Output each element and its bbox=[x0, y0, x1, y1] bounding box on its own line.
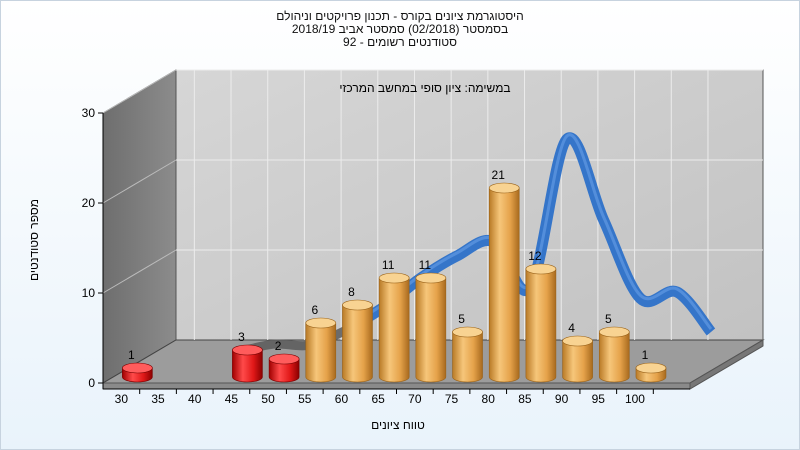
bar-value-label: 8 bbox=[348, 285, 355, 299]
bar-top bbox=[598, 326, 630, 338]
y-tick-label: 30 bbox=[82, 106, 96, 120]
bar-top bbox=[415, 272, 447, 284]
bar-body bbox=[268, 358, 300, 383]
chart-header: היסטוגרמת ציונים בקורס - תכנון פרויקטים … bbox=[0, 10, 800, 49]
bar-body bbox=[525, 268, 557, 383]
gridlines bbox=[102, 69, 763, 340]
x-tick-label: 55 bbox=[298, 392, 312, 406]
bar-value-label: 5 bbox=[458, 312, 465, 326]
bar-top bbox=[122, 362, 153, 374]
header-line-1: היסטוגרמת ציונים בקורס - תכנון פרויקטים … bbox=[276, 9, 524, 23]
bar-value-label: 11 bbox=[382, 258, 395, 272]
gridline-y-left bbox=[102, 159, 177, 204]
bar-100: 1 bbox=[635, 348, 667, 383]
bar-value-label: 21 bbox=[492, 168, 506, 182]
bar-body bbox=[562, 340, 593, 383]
bar-top bbox=[525, 263, 557, 275]
bar-value-label: 5 bbox=[605, 312, 612, 326]
bar-body bbox=[305, 322, 337, 383]
bar-value-label: 1 bbox=[128, 348, 135, 362]
x-axis-label: טווח ציונים bbox=[371, 418, 425, 432]
bar-top bbox=[488, 182, 520, 194]
floor-front-edge bbox=[102, 382, 691, 390]
x-tick-label: 35 bbox=[151, 392, 165, 406]
header-line-2: בסמסטר (02/2018) סמסטר אביב 2018/19 bbox=[291, 22, 509, 36]
x-tick-label: 80 bbox=[482, 392, 496, 406]
bar-55: 6 bbox=[305, 303, 337, 383]
bar-body bbox=[488, 187, 520, 383]
bar-70: 11 bbox=[415, 258, 447, 383]
back-wall bbox=[175, 69, 764, 341]
bar-body bbox=[415, 277, 447, 383]
bar-65: 11 bbox=[378, 258, 410, 383]
bars: 1 3 2 6 8 11 11 5 21 12 4 5 1 bbox=[122, 168, 667, 383]
x-tick-label: 60 bbox=[335, 392, 349, 406]
bar-top bbox=[232, 344, 263, 356]
bar-top bbox=[342, 299, 373, 311]
chart-title: במשימה: ציון סופי במחשב המרכזי bbox=[339, 81, 511, 95]
bar-50: 2 bbox=[268, 339, 300, 383]
gridline-y-left bbox=[102, 69, 177, 114]
x-tick-label: 70 bbox=[408, 392, 422, 406]
y-axis-label: מספר סטודנטים bbox=[27, 198, 41, 282]
x-tick-label: 100 bbox=[625, 392, 645, 406]
x-tick-label: 65 bbox=[371, 392, 385, 406]
bar-value-label: 12 bbox=[528, 249, 542, 263]
y-tick-label: 0 bbox=[88, 376, 95, 390]
y-tick-label: 20 bbox=[82, 196, 96, 210]
bar-body bbox=[452, 331, 483, 383]
floor-right-edge bbox=[689, 339, 764, 390]
bar-value-label: 1 bbox=[642, 348, 649, 362]
x-tick-label: 85 bbox=[518, 392, 532, 406]
bar-body bbox=[598, 331, 630, 383]
y-tick-label: 10 bbox=[82, 286, 96, 300]
bar-80: 21 bbox=[488, 168, 520, 383]
bar-top bbox=[268, 353, 300, 365]
bar-body bbox=[342, 304, 373, 383]
x-tick-label: 30 bbox=[115, 392, 129, 406]
bar-value-label: 11 bbox=[419, 258, 432, 272]
bar-top bbox=[635, 362, 667, 374]
bar-body bbox=[232, 349, 263, 383]
bar-body bbox=[378, 277, 410, 383]
x-tick-label: 90 bbox=[555, 392, 569, 406]
left-wall bbox=[102, 69, 177, 384]
bar-75: 5 bbox=[452, 312, 483, 383]
x-tick-label: 45 bbox=[225, 392, 239, 406]
bar-value-label: 4 bbox=[568, 321, 575, 335]
bar-top bbox=[305, 317, 337, 329]
bar-95: 5 bbox=[598, 312, 630, 383]
bar-45: 3 bbox=[232, 330, 263, 383]
gridline-y-left bbox=[102, 249, 177, 294]
bar-value-label: 6 bbox=[311, 303, 318, 317]
bar-top bbox=[378, 272, 410, 284]
x-tick-label: 40 bbox=[188, 392, 202, 406]
bar-90: 4 bbox=[562, 321, 593, 383]
x-tick-label: 75 bbox=[445, 392, 459, 406]
x-tick-label: 50 bbox=[261, 392, 275, 406]
header-line-3: סטודנטים רשומים - 92 bbox=[343, 35, 457, 49]
bar-top bbox=[452, 326, 483, 338]
bar-85: 12 bbox=[525, 249, 557, 383]
bar-value-label: 2 bbox=[275, 339, 282, 353]
bar-60: 8 bbox=[342, 285, 373, 383]
bar-30: 1 bbox=[122, 348, 153, 383]
x-tick-label: 95 bbox=[592, 392, 606, 406]
bar-top bbox=[562, 335, 593, 347]
bar-value-label: 3 bbox=[238, 330, 245, 344]
